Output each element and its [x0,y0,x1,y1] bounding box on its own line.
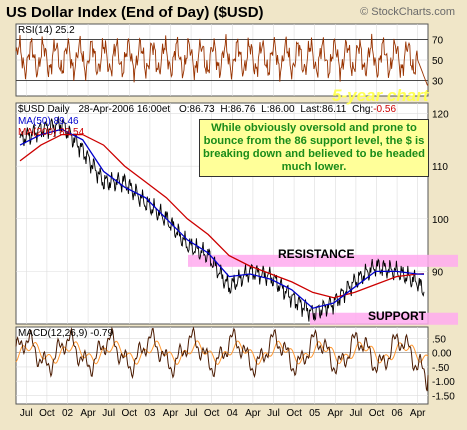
x-tick-label: 05 [309,408,321,419]
quote-high: 86.76 [230,104,255,115]
macd-tick-label: -.50 [432,363,450,374]
price-tick-label: 120 [432,110,449,121]
x-tick-label: Apr [328,408,344,419]
rsi-line [15,33,429,86]
price-line [19,115,425,322]
quote-line: $USD Daily 28-Apr-2006 16:00et O:86.73 H… [18,104,396,115]
rsi-tick-label: 50 [432,56,444,67]
x-tick-label: Oct [122,408,138,419]
rsi-tick-label: 30 [432,77,444,88]
chart-title: US Dollar Index (End of Day) ($USD) [6,4,264,21]
x-tick-label: Oct [369,408,385,419]
resistance-label: RESISTANCE [278,247,354,261]
macd-tick-label: -1.50 [432,391,455,402]
x-tick-label: Jul [20,408,33,419]
macd-tick-label: .50 [432,334,446,345]
x-tick-label: Oct [39,408,55,419]
x-tick-label: Jul [102,408,115,419]
ma200-line [19,133,425,299]
x-tick-label: 02 [62,408,74,419]
support-zone [310,312,458,325]
ma200-legend: MA(200) 89.54 [18,127,85,138]
support-label: SUPPORT [368,309,427,323]
x-tick-label: Oct [286,408,302,419]
price-tick-label: 100 [432,215,449,226]
x-tick-label: 04 [227,408,239,419]
quote-chg-label: Chg: [352,104,373,115]
quote-last-label: Last: [300,104,322,115]
macd-tick-label: -1.00 [432,377,455,388]
macd-tick-label: 0.00 [432,349,452,360]
quote-low-label: L: [261,104,269,115]
quote-open: 86.73 [190,104,215,115]
macd-line [15,326,429,392]
x-tick-label: 06 [392,408,404,419]
commentary-box: While obviously oversold and prone to bo… [199,119,429,177]
x-tick-label: Apr [245,408,261,419]
price-tick-label: 90 [432,267,444,278]
five-year-label: 5-year chart [332,86,429,105]
quote-low: 86.00 [270,104,295,115]
x-tick-label: Jul [267,408,280,419]
rsi-label: RSI(14) 25.2 [18,25,75,36]
ma50-line [19,128,425,309]
rsi-tick-label: 70 [432,35,444,46]
x-tick-label: Jul [185,408,198,419]
x-tick-label: Jul [350,408,363,419]
x-tick-label: Oct [204,408,220,419]
macd-panel [15,326,429,405]
source-credit: © StockCharts.com [360,6,455,18]
quote-last: 86.11 [322,104,347,115]
x-tick-label: Apr [410,408,426,419]
quote-datetime: 28-Apr-2006 16:00et [78,104,170,115]
macd-label: MACD(12,26,9) -0.79 [18,328,113,339]
x-tick-label: Apr [80,408,96,419]
x-tick-label: Apr [163,408,179,419]
quote-chg: -0.56 [373,104,396,115]
quote-high-label: H: [220,104,230,115]
x-tick-label: 03 [144,408,156,419]
ma50-legend: MA(50) 89.46 [18,116,79,127]
quote-open-label: O: [179,104,190,115]
price-tick-label: 110 [432,162,448,173]
macd-signal-line [15,340,429,365]
quote-symbol: $USD Daily [18,104,70,115]
